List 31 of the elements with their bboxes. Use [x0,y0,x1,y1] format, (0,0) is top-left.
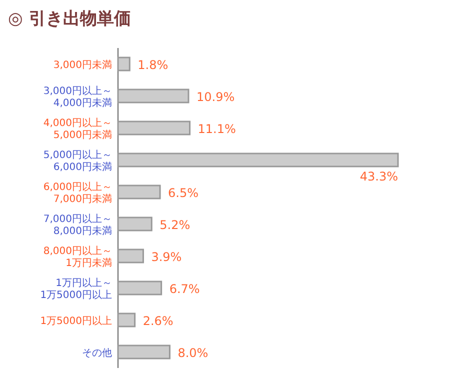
y-tick-label: 1万5000円以上 [40,315,112,327]
y-tick-label: 1万円以上～ 1万5000円以上 [40,277,112,301]
bar [117,152,399,168]
bar [117,120,191,136]
y-tick-label: 3,000円以上～ 4,000円未満 [43,85,112,109]
y-tick-label: 6,000円以上～ 7,000円未満 [43,181,112,205]
bar [117,56,130,72]
y-tick-label: その他 [82,347,112,359]
data-label: 5.2% [160,218,190,232]
data-label: 3.9% [151,250,182,264]
bar [117,88,190,104]
data-label: 6.5% [168,186,199,200]
data-label: 8.0% [178,346,208,360]
data-label: 2.6% [142,314,174,328]
y-tick-label: 7,000円以上～ 8,000円未満 [43,213,112,237]
bar [117,280,162,296]
y-tick-label: 8,000円以上～ 1万円未満 [43,245,112,269]
bar [117,312,136,328]
y-tick-label: 3,000円未満 [53,59,112,71]
bar [117,184,161,200]
data-label: 1.8% [138,58,168,72]
chart-title: ◎ 引き出物単価 [8,9,131,29]
y-tick-label: 4,000円以上～ 5,000円未満 [43,117,112,141]
bar [117,216,152,232]
bar [117,248,144,264]
y-tick-label: 5,000円以上～ 6,000円未満 [43,149,112,173]
data-label: 43.3% [360,170,398,184]
data-label: 6.7% [169,282,200,296]
data-label: 10.9% [196,90,235,104]
data-label: 11.1% [198,122,236,136]
bar [117,344,170,360]
